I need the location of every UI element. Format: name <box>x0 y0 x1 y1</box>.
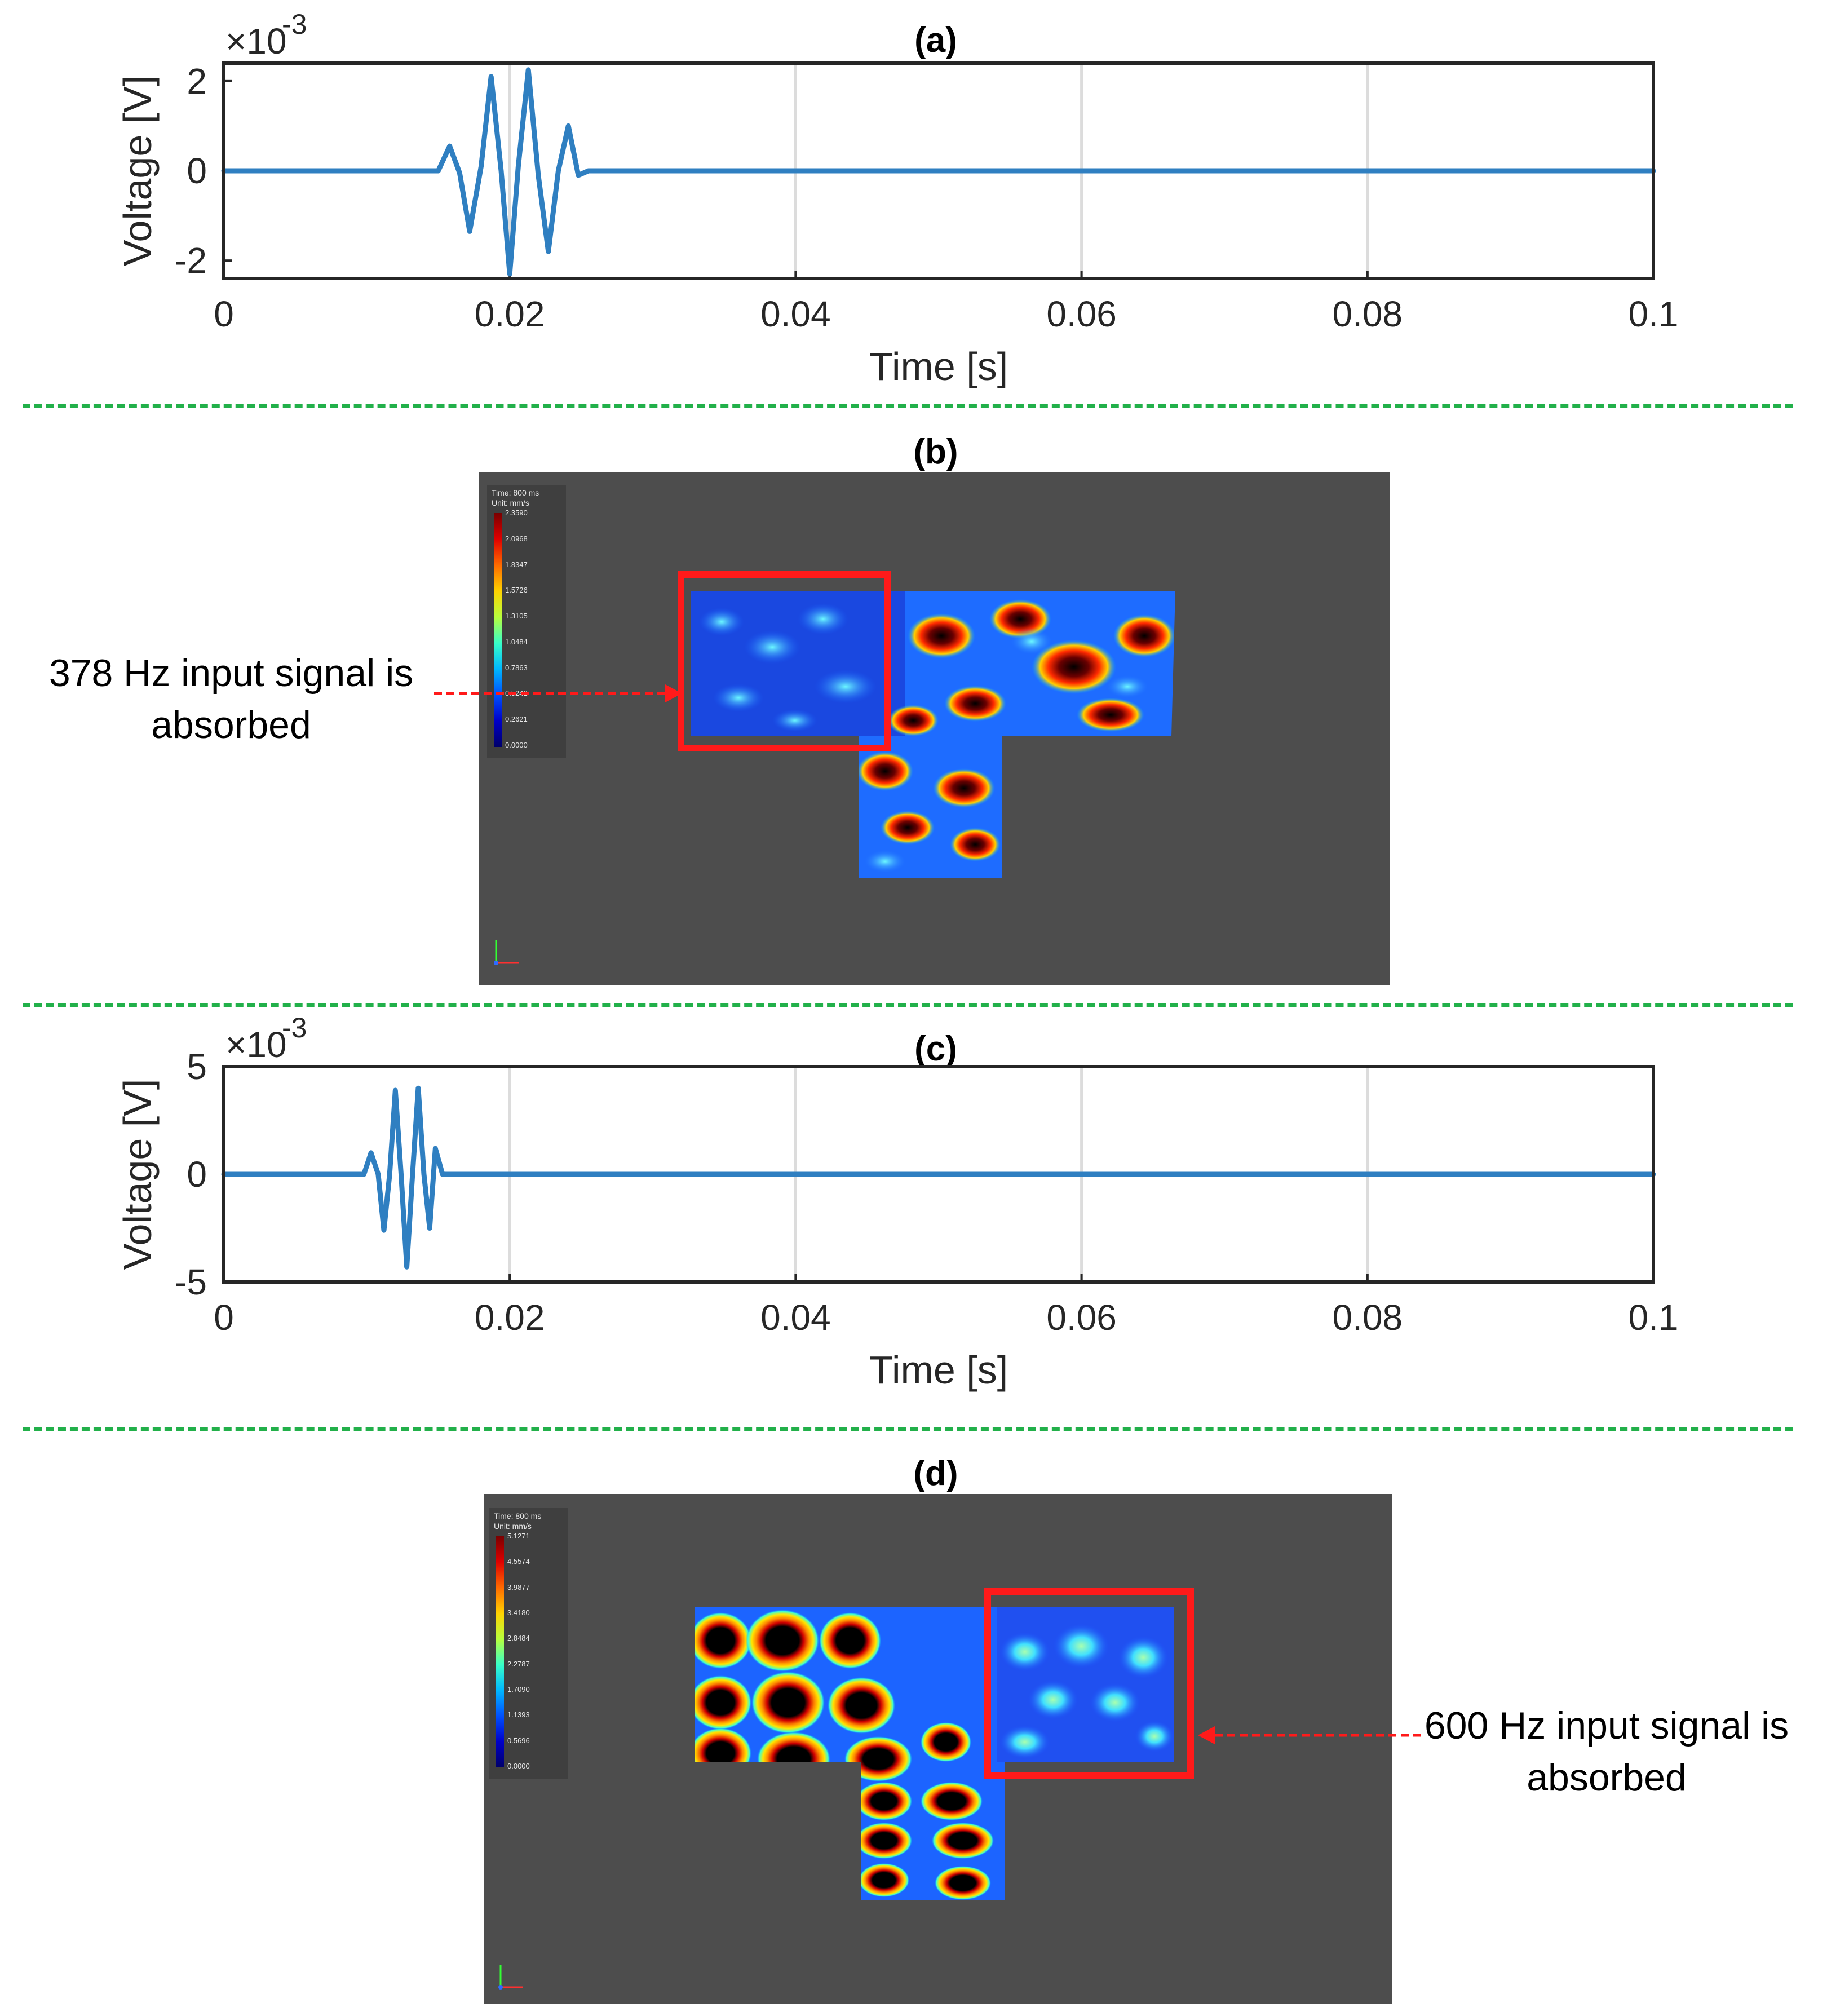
legend-b: Time: 800 ms Unit: mm/s 2.3590 2.0968 1.83… <box>487 485 566 758</box>
axis-triad-d <box>498 1965 523 1990</box>
legend-d-time: Time: 800 ms <box>494 1511 542 1520</box>
legend-b-colorbar <box>494 513 502 747</box>
legend-d-tick: 5.1271 <box>507 1532 530 1540</box>
panel-c-label: (c) <box>914 1029 957 1068</box>
axis-triad-b <box>494 940 519 965</box>
chart-a-axes-frame <box>222 61 1655 280</box>
chart-c-ytick-label: -5 <box>175 1262 207 1302</box>
chart-c-series-line <box>221 1085 1656 1270</box>
divider-3 <box>23 1427 1793 1431</box>
chart-c-xtick-label: 0.04 <box>760 1297 831 1338</box>
annotation-b-arrow <box>434 684 682 702</box>
chart-c-xtick-label: 0.08 <box>1333 1297 1403 1338</box>
legend-b-tick: 2.0968 <box>505 534 528 543</box>
chart-a-ytick-label: -2 <box>175 240 207 281</box>
annotation-d-arrow <box>1198 1726 1423 1744</box>
annotation-d-line2: absorbed <box>1527 1756 1687 1799</box>
legend-d-tick: 3.4180 <box>507 1608 530 1617</box>
chart-a-xlabel: Time [s] <box>869 344 1008 388</box>
highlight-box-b <box>678 571 891 751</box>
chart-a-ytick-label: 2 <box>187 61 207 101</box>
chart-c-xtick-label: 0 <box>214 1297 234 1338</box>
legend-b-tick: 2.3590 <box>505 509 528 517</box>
chart-c-xtick-label: 0.06 <box>1046 1297 1117 1338</box>
velocity-map-d: Time: 800 ms Unit: mm/s 5.1271 4.5574 3.98… <box>484 1494 1392 2004</box>
velocity-map-b: Time: 800 ms Unit: mm/s 2.3590 2.0968 1.83… <box>479 472 1390 985</box>
legend-d-tick: 3.9877 <box>507 1582 530 1591</box>
divider-1 <box>23 404 1793 408</box>
chart-c-xtick-label: 0.1 <box>1629 1297 1679 1338</box>
chart-a-xtick-label: 0.08 <box>1333 294 1403 334</box>
chart-a-exponent-power: -3 <box>282 8 307 40</box>
legend-d-unit: Unit: mm/s <box>494 1522 532 1531</box>
panel-a-label: (a) <box>914 21 957 60</box>
legend-d-tick: 1.7090 <box>507 1685 530 1694</box>
legend-b-tick: 1.8347 <box>505 560 528 569</box>
highlight-box-d <box>984 1588 1194 1779</box>
chart-a-xtick-label: 0.04 <box>760 294 831 334</box>
legend-d-tick: 1.1393 <box>507 1710 530 1719</box>
chart-a-xtick-label: 0 <box>214 294 234 334</box>
chart-a-ylabel: Voltage [V] <box>116 76 160 267</box>
legend-b-tick: 1.5726 <box>505 586 528 595</box>
legend-d-tick: 0.0000 <box>507 1762 530 1770</box>
chart-a-xtick-label: 0.06 <box>1046 294 1117 334</box>
annotation-b-line2: absorbed <box>151 704 311 746</box>
chart-a-xtick-label: 0.1 <box>1629 294 1679 334</box>
legend-d-tick: 4.5574 <box>507 1557 530 1566</box>
legend-d-tick: 2.8484 <box>507 1634 530 1643</box>
legend-b-tick: 0.2621 <box>505 715 528 724</box>
annotation-d: 600 Hz input signal is absorbed <box>1392 1700 1821 1803</box>
annotation-b: 378 Hz input signal is absorbed <box>23 647 440 751</box>
chart-c-exponent-power: -3 <box>282 1012 307 1044</box>
chart-c-exponent-label: ×10 <box>225 1024 287 1065</box>
chart-c-ytick-label: 0 <box>187 1154 207 1195</box>
divider-2 <box>23 1003 1793 1007</box>
legend-d-tick: 0.5696 <box>507 1736 530 1745</box>
chart-c-axes-frame <box>222 1065 1655 1284</box>
legend-d: Time: 800 ms Unit: mm/s 5.1271 4.5574 3.98… <box>489 1508 568 1779</box>
legend-b-tick: 1.0484 <box>505 637 528 646</box>
annotation-d-line1: 600 Hz input signal is <box>1424 1704 1789 1747</box>
chart-a-xtick-label: 0.02 <box>475 294 545 334</box>
legend-b-unit: Unit: mm/s <box>492 498 529 507</box>
chart-c-xtick-label: 0.02 <box>475 1297 545 1338</box>
chart-c-ylabel: Voltage [V] <box>116 1079 160 1270</box>
t-plate-d <box>498 1607 1174 1990</box>
chart-a-ytick-label: 0 <box>187 151 207 191</box>
chart-c-ytick-label: 5 <box>187 1046 207 1087</box>
panel-d-label: (d) <box>913 1454 958 1493</box>
annotation-b-line1: 378 Hz input signal is <box>48 652 414 695</box>
legend-b-tick: 1.3105 <box>505 612 528 621</box>
legend-b-tick: 0.0000 <box>505 741 528 749</box>
t-plate-b <box>494 591 1175 965</box>
legend-b-tick: 0.7863 <box>505 663 528 672</box>
legend-d-colorbar <box>496 1536 504 1767</box>
panel-b-label: (b) <box>913 432 958 471</box>
chart-a-exponent-label: ×10 <box>225 21 287 61</box>
chart-a-series-line <box>221 67 1656 277</box>
legend-d-tick: 2.2787 <box>507 1659 530 1668</box>
legend-b-time: Time: 800 ms <box>492 488 539 497</box>
chart-c-xlabel: Time [s] <box>869 1348 1008 1392</box>
